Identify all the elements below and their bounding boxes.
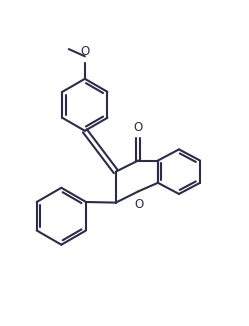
Text: O: O — [80, 45, 89, 58]
Text: O: O — [133, 121, 143, 134]
Text: O: O — [135, 199, 144, 211]
